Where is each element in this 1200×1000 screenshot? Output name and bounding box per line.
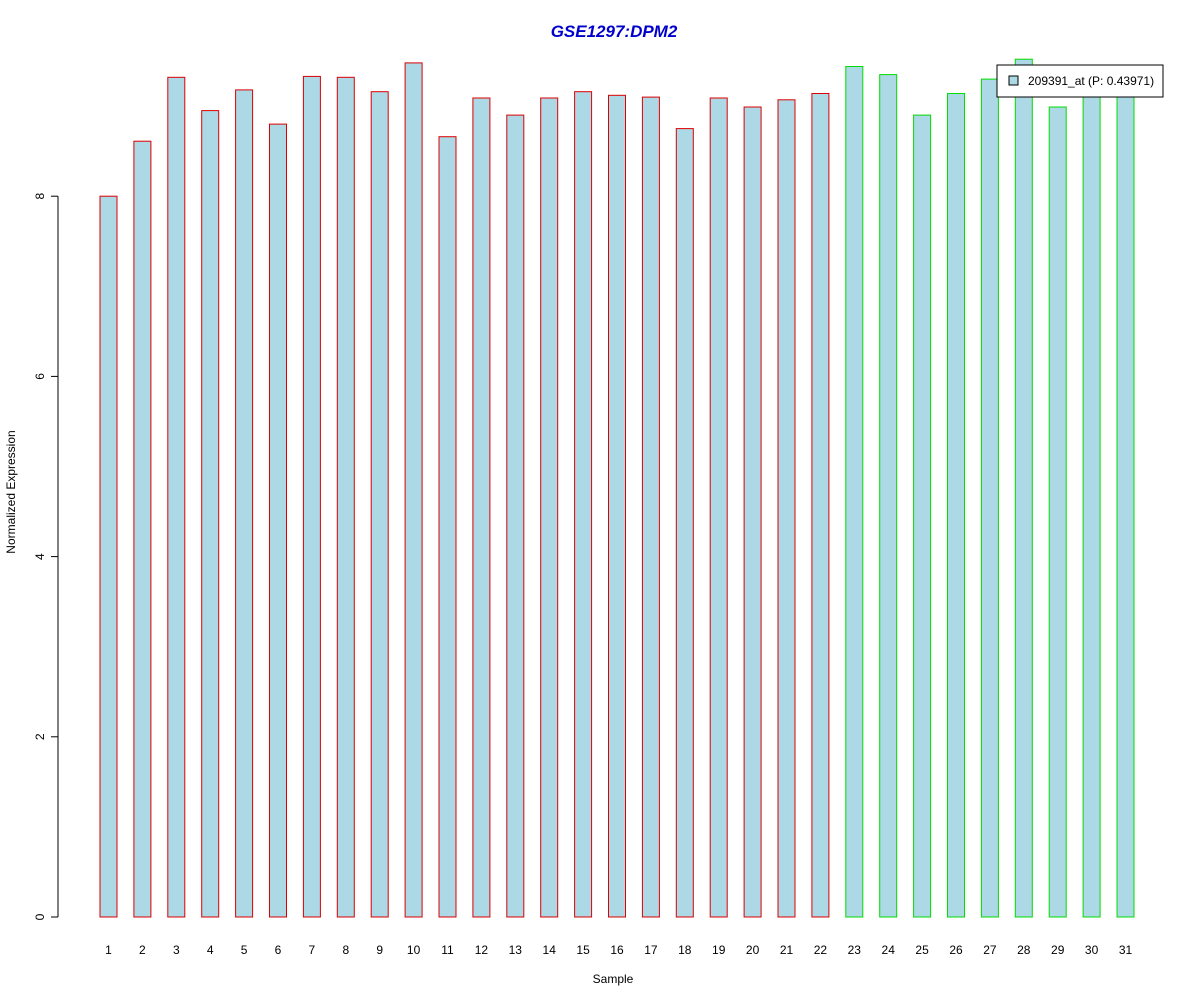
y-axis: 0 2 4 6 8	[33, 193, 59, 920]
x-tick-label: 31	[1119, 943, 1133, 957]
y-tick-label: 0	[33, 913, 47, 920]
bar-sample-16	[608, 94, 626, 918]
x-tick-label: 28	[1017, 943, 1031, 957]
bar-sample-9	[370, 91, 389, 918]
bar-sample-6	[269, 123, 287, 918]
x-axis-labels: 1 2 3 4 5 6 7 8 9 10 11 12 13 14 15 16 17 18 19 20 21 22 23 24 2…	[105, 943, 1132, 957]
x-tick-label: 7	[309, 943, 316, 957]
bar-sample-1	[99, 195, 118, 918]
bar-sample-18	[675, 128, 694, 918]
x-tick-label: 17	[644, 943, 658, 957]
x-tick-label: 18	[678, 943, 692, 957]
bar-sample-4	[201, 110, 220, 918]
bar-sample-22	[811, 93, 830, 918]
x-tick-label: 29	[1051, 943, 1065, 957]
chart-title: GSE1297:DPM2	[551, 22, 678, 41]
x-tick-label: 23	[848, 943, 862, 957]
bar-sample-3	[167, 76, 186, 918]
bar-sample-14	[540, 97, 559, 918]
legend-box	[996, 64, 1164, 98]
x-tick-label: 1	[105, 943, 112, 957]
x-tick-label: 5	[241, 943, 248, 957]
bar-sample-8	[336, 76, 355, 918]
legend: 209391_at (P: 0.43971)	[996, 64, 1164, 98]
x-tick-label: 11	[441, 943, 454, 957]
bar-sample-7	[302, 75, 321, 918]
bar-sample-13	[506, 114, 525, 918]
x-tick-label: 30	[1085, 943, 1099, 957]
legend-swatch	[1008, 75, 1019, 86]
bar-sample-10	[404, 62, 423, 918]
x-tick-label: 6	[275, 943, 282, 957]
x-tick-label: 10	[407, 943, 421, 957]
y-axis-title: Normalized Expression	[4, 430, 18, 553]
bar-sample-11	[438, 136, 457, 918]
bar-sample-21	[777, 99, 796, 918]
y-tick-label: 4	[33, 553, 47, 560]
bar-sample-24	[879, 74, 898, 918]
bar-sample-29	[1048, 106, 1067, 918]
x-tick-label: 25	[915, 943, 929, 957]
legend-label: 209391_at (P: 0.43971)	[1028, 74, 1154, 88]
x-tick-label: 22	[814, 943, 828, 957]
x-tick-label: 4	[207, 943, 214, 957]
x-tick-label: 12	[475, 943, 489, 957]
x-tick-label: 2	[139, 943, 146, 957]
x-tick-label: 8	[342, 943, 349, 957]
bars	[99, 58, 1135, 918]
bar-sample-17	[641, 96, 660, 918]
y-tick-label: 8	[33, 193, 47, 200]
x-tick-label: 9	[376, 943, 383, 957]
bar-sample-26	[947, 93, 965, 918]
bar-sample-5	[235, 89, 254, 918]
x-tick-label: 14	[543, 943, 557, 957]
bar-sample-27	[980, 78, 999, 918]
y-tick-label: 2	[33, 733, 47, 740]
bar-sample-12	[472, 97, 491, 918]
x-tick-label: 15	[576, 943, 590, 957]
bar-sample-30	[1082, 94, 1101, 918]
bar-sample-2	[133, 140, 152, 918]
bar-sample-31	[1116, 94, 1135, 918]
x-tick-label: 13	[509, 943, 523, 957]
x-tick-label: 20	[746, 943, 760, 957]
x-axis-title: Sample	[593, 972, 634, 986]
bar-sample-20	[743, 106, 762, 918]
x-tick-label: 24	[882, 943, 896, 957]
bar-sample-19	[709, 97, 728, 918]
x-tick-label: 21	[780, 943, 794, 957]
x-tick-label: 19	[712, 943, 726, 957]
y-tick-label: 6	[33, 373, 47, 380]
x-tick-label: 27	[983, 943, 997, 957]
bar-sample-23	[845, 66, 864, 918]
x-tick-label: 26	[949, 943, 963, 957]
bar-sample-25	[913, 114, 932, 918]
x-tick-label: 3	[173, 943, 180, 957]
x-tick-label: 16	[610, 943, 624, 957]
bar-sample-28	[1014, 58, 1033, 918]
bar-sample-15	[574, 91, 593, 918]
